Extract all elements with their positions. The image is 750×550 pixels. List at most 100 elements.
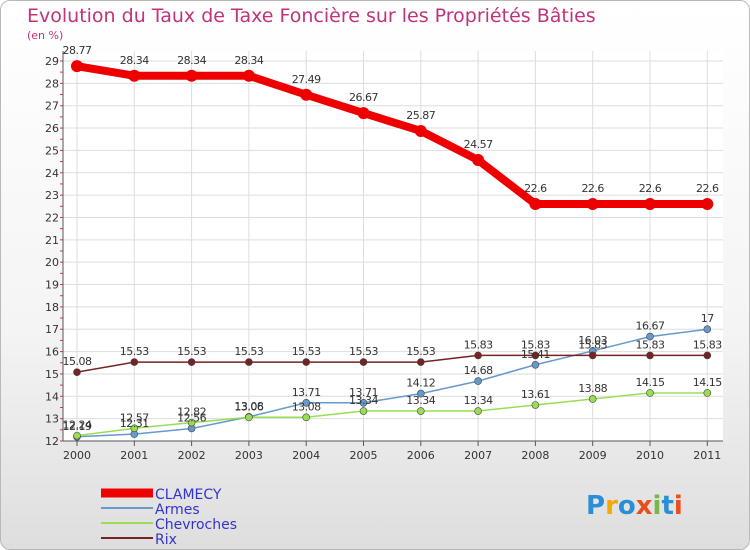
data-point-rix [588, 351, 597, 360]
data-label: 13.06 [234, 400, 263, 413]
y-tick-label: 20 [45, 256, 59, 269]
data-point-armes [359, 398, 368, 407]
data-label: 15.08 [63, 355, 92, 368]
data-label: 22.6 [581, 182, 604, 195]
data-point-armes [302, 398, 311, 407]
data-point-rix [474, 351, 482, 360]
data-label: 22.6 [524, 182, 547, 195]
data-label: 15.53 [120, 345, 149, 358]
x-tick-label: 2010 [636, 449, 664, 462]
data-label: 24.57 [464, 138, 493, 151]
y-tick-label: 14 [45, 390, 59, 403]
data-label: 12.19 [63, 420, 92, 433]
series-line-clamecy [76, 62, 708, 209]
data-label: 15.53 [349, 345, 378, 358]
legend-label-armes: Armes [155, 502, 200, 518]
data-point-rix [130, 358, 139, 366]
y-tick-label: 18 [45, 301, 59, 314]
data-label: 27.49 [292, 73, 321, 86]
data-label: 13.61 [521, 388, 550, 401]
y-tick-label: 13 [45, 413, 59, 426]
data-point-chevroches [416, 407, 425, 415]
data-point-clamecy [242, 69, 255, 82]
series-line-armes [76, 328, 708, 438]
data-label: 15.53 [234, 345, 263, 358]
data-label: 13.34 [464, 394, 493, 407]
x-tick-label: 2005 [350, 449, 378, 462]
data-label: 12.24 [63, 419, 92, 432]
data-point-clamecy [586, 198, 599, 211]
x-tick-label: 2002 [178, 449, 206, 462]
data-label: 28.77 [63, 44, 92, 57]
data-point-clamecy [529, 198, 542, 211]
data-label: 13.71 [292, 386, 321, 399]
data-label: 15.83 [521, 338, 550, 351]
data-point-chevroches [588, 395, 597, 403]
data-label: 15.53 [177, 345, 206, 358]
data-label: 13.34 [349, 394, 378, 407]
y-tick-label: 23 [45, 189, 59, 202]
data-label: 26.67 [349, 91, 378, 104]
data-label: 15.53 [406, 345, 435, 358]
data-point-chevroches [130, 424, 139, 433]
chart-title: Evolution du Taux de Taxe Foncière sur l… [27, 5, 596, 27]
data-point-clamecy [701, 198, 714, 211]
data-point-chevroches [302, 413, 311, 422]
data-label: 13.08 [292, 400, 321, 413]
plot-background [63, 51, 723, 441]
data-label: 22.6 [696, 182, 719, 195]
x-tick-label: 2011 [693, 449, 721, 462]
data-label: 22.6 [639, 182, 662, 195]
data-point-clamecy [472, 154, 485, 167]
x-tick-label: 2001 [120, 449, 148, 462]
data-label: 12.56 [177, 411, 206, 424]
data-label: 15.83 [636, 338, 665, 351]
data-label: 25.87 [406, 109, 435, 122]
series-line-chevroches [76, 392, 708, 437]
y-tick-label: 28 [45, 77, 59, 90]
data-label: 17 [701, 312, 714, 325]
data-label: 28.34 [120, 54, 149, 67]
y-tick-label: 22 [45, 211, 59, 224]
y-tick-label: 12 [45, 435, 59, 448]
data-label: 13.71 [349, 386, 378, 399]
y-tick-label: 19 [45, 279, 59, 292]
data-point-clamecy [128, 69, 141, 82]
data-label: 15.83 [464, 338, 493, 351]
data-point-rix [646, 351, 654, 360]
data-point-rix [531, 351, 540, 360]
x-tick-label: 2003 [235, 449, 263, 462]
data-point-armes [416, 389, 425, 398]
data-label: 15.83 [578, 338, 607, 351]
x-tick-label: 2006 [407, 449, 435, 462]
data-label: 15.53 [292, 345, 321, 358]
x-tick-label: 2009 [579, 449, 607, 462]
data-point-rix [73, 368, 81, 376]
data-point-chevroches [703, 389, 712, 397]
data-point-chevroches [187, 418, 196, 427]
data-point-rix [187, 358, 196, 366]
x-tick-label: 2000 [63, 449, 91, 462]
data-label: 16.03 [578, 334, 607, 347]
data-point-clamecy [300, 88, 313, 101]
data-point-clamecy [414, 124, 427, 137]
x-tick-label: 2004 [292, 449, 320, 462]
data-point-clamecy [185, 69, 198, 82]
data-label: 28.34 [234, 54, 263, 67]
data-label: 14.15 [693, 376, 722, 389]
data-label: 15.41 [521, 348, 550, 361]
data-label: 28.34 [177, 54, 206, 67]
data-point-clamecy [644, 198, 656, 211]
data-label: 14.68 [464, 364, 493, 377]
legend-label-chevroches: Chevroches [155, 517, 237, 533]
data-label: 13.08 [234, 400, 263, 413]
y-tick-label: 27 [45, 100, 59, 113]
data-label: 12.57 [120, 411, 149, 424]
data-point-chevroches [474, 407, 482, 415]
y-tick-label: 24 [45, 167, 59, 180]
data-label: 13.88 [578, 382, 607, 395]
data-point-chevroches [359, 407, 368, 415]
unit-label: (en %) [27, 29, 64, 42]
